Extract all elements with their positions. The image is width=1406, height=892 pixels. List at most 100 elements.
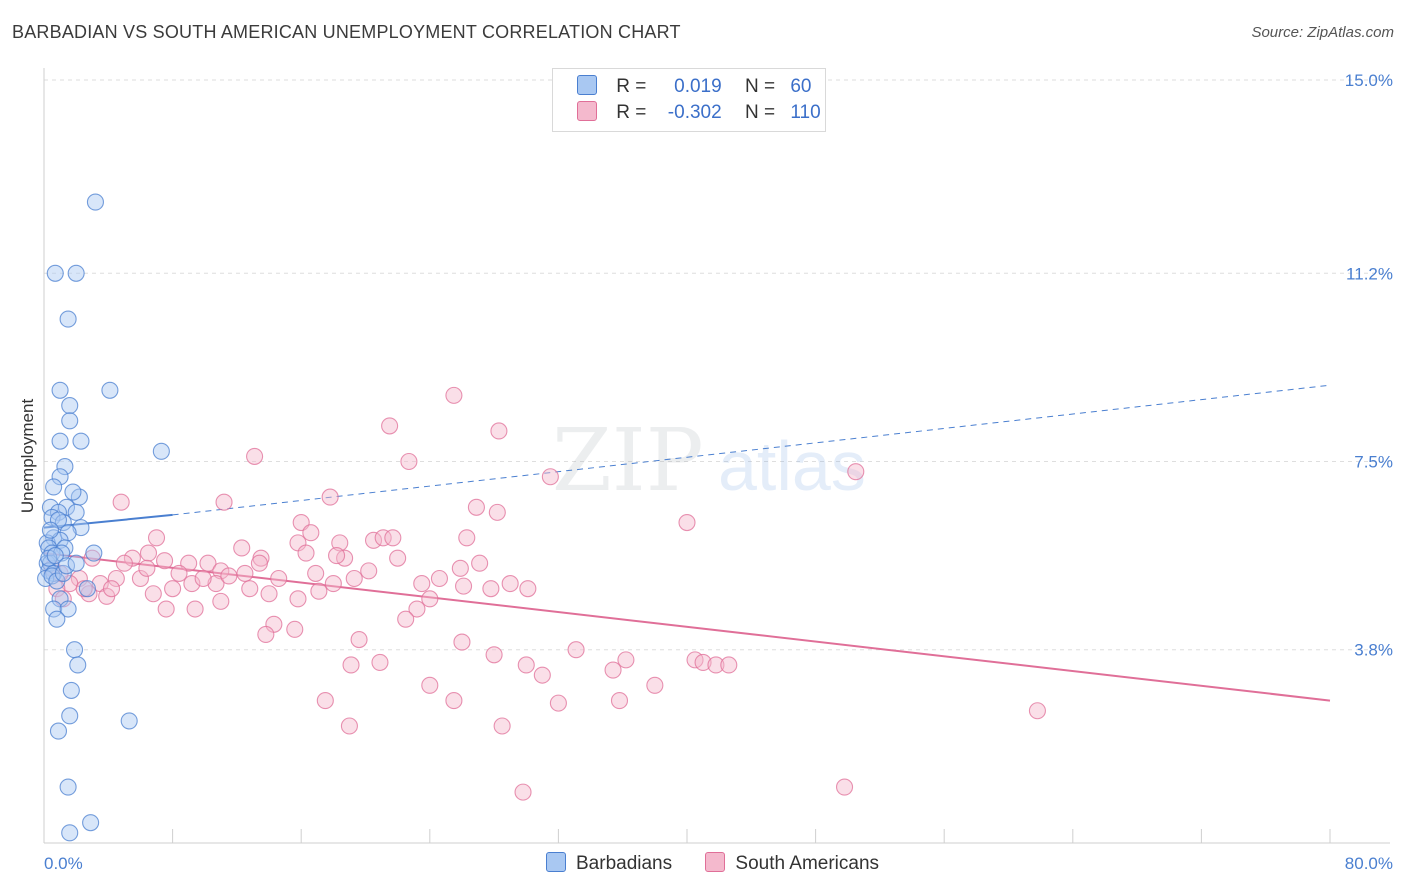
point-south-americans: [112, 493, 130, 511]
point-south-americans: [430, 569, 448, 588]
point-south-americans: [194, 569, 212, 588]
point-south-americans: [241, 580, 259, 598]
point-south-americans: [678, 513, 696, 532]
point-barbadians: [43, 567, 61, 585]
point-barbadians: [67, 503, 85, 521]
point-south-americans: [408, 600, 426, 618]
point-south-americans: [350, 630, 368, 649]
point-south-americans: [331, 534, 349, 552]
point-south-americans: [310, 582, 328, 600]
point-south-americans: [147, 529, 166, 547]
point-south-americans: [694, 653, 712, 671]
point-south-americans: [233, 539, 251, 557]
point-south-americans: [413, 575, 431, 593]
point-barbadians: [62, 681, 80, 699]
point-south-americans: [567, 641, 585, 659]
point-barbadians: [61, 707, 79, 725]
chart-title: BARBADIAN VS SOUTH AMERICAN UNEMPLOYMENT…: [12, 22, 681, 42]
x-tick-labels: 0.0% 80.0%: [44, 854, 1393, 873]
point-barbadians: [46, 547, 64, 565]
point-south-americans: [482, 580, 500, 598]
trend-extension-barbadians: [172, 384, 1331, 516]
point-south-americans: [490, 422, 508, 440]
point-south-americans: [467, 498, 485, 516]
x-tick-label-min: 0.0%: [44, 854, 83, 873]
y-tick-labels: 15.0% 11.2% 7.5% 3.8%: [1345, 71, 1393, 660]
legend-swatch-pink: [705, 852, 726, 872]
y-tick-label: 3.8%: [1354, 641, 1393, 660]
point-south-americans: [131, 569, 149, 588]
point-south-americans: [236, 564, 254, 582]
point-barbadians: [49, 722, 68, 740]
point-south-americans: [360, 562, 378, 580]
legend-n-label: N =: [744, 76, 776, 97]
point-barbadians: [86, 193, 104, 211]
x-tick-label-max: 80.0%: [1345, 854, 1393, 873]
y-axis-title: Unemployment: [18, 399, 37, 514]
point-south-americans: [381, 417, 399, 435]
point-barbadians: [67, 264, 85, 282]
point-south-americans: [835, 778, 854, 796]
legend-item-barbadians[interactable]: Barbadians: [546, 852, 672, 875]
legend-n-label: N =: [744, 102, 776, 123]
point-south-americans: [646, 676, 664, 694]
point-barbadians: [51, 468, 69, 486]
point-barbadians: [54, 513, 72, 532]
point-south-americans: [257, 625, 275, 643]
point-barbadians: [65, 641, 84, 659]
point-barbadians: [48, 610, 66, 628]
point-south-americans: [186, 600, 204, 618]
point-south-americans: [250, 554, 268, 572]
legend-r-value: 0.019: [674, 76, 722, 97]
point-barbadians: [72, 432, 90, 450]
point-south-americans: [107, 569, 125, 588]
point-barbadians: [45, 600, 63, 618]
data-points: [37, 193, 1046, 842]
point-south-americans: [102, 580, 121, 598]
watermark-zip: ZIP: [552, 411, 704, 511]
point-south-americans: [345, 569, 363, 588]
point-south-americans: [471, 554, 489, 572]
trend-line-south-americans: [43, 552, 1331, 702]
point-south-americans: [445, 386, 463, 404]
point-south-americans: [199, 554, 217, 572]
point-south-americans: [307, 564, 325, 582]
point-south-americans: [707, 656, 725, 674]
point-south-americans: [617, 651, 635, 669]
legend-row-barbadians: R = 0.019 N = 60: [577, 75, 811, 101]
point-south-americans: [144, 585, 162, 603]
point-south-americans: [324, 575, 342, 593]
correlation-legend: R = 0.019 N = 60 R = -0.302 N = 110: [552, 68, 826, 132]
point-south-americans: [488, 503, 506, 521]
legend-n-value: 110: [790, 102, 821, 123]
point-south-americans: [164, 580, 182, 598]
point-barbadians: [46, 264, 64, 282]
point-south-americans: [389, 549, 407, 567]
point-barbadians: [78, 580, 96, 598]
legend-label-south-americans: South Americans: [735, 853, 880, 874]
point-barbadians: [82, 814, 100, 832]
point-barbadians: [120, 712, 138, 730]
point-barbadians: [152, 442, 170, 460]
point-south-americans: [458, 529, 476, 547]
point-south-americans: [321, 488, 339, 506]
point-barbadians: [41, 521, 59, 539]
y-tick-label: 11.2%: [1346, 264, 1393, 283]
point-barbadians: [64, 483, 82, 501]
point-south-americans: [342, 656, 360, 674]
point-south-americans: [493, 717, 511, 735]
point-south-americans: [246, 447, 264, 465]
point-south-americans: [610, 692, 629, 710]
point-south-americans: [453, 633, 471, 651]
point-barbadians: [56, 458, 74, 476]
point-south-americans: [115, 554, 133, 572]
point-south-americans: [302, 524, 320, 542]
point-barbadians: [61, 396, 79, 415]
series-legend: Barbadians South Americans: [546, 852, 907, 875]
y-tick-label: 15.0%: [1345, 71, 1393, 90]
point-barbadians: [69, 656, 87, 674]
point-barbadians: [51, 381, 69, 399]
legend-item-south-americans[interactable]: South Americans: [705, 852, 879, 875]
point-barbadians: [57, 557, 76, 575]
